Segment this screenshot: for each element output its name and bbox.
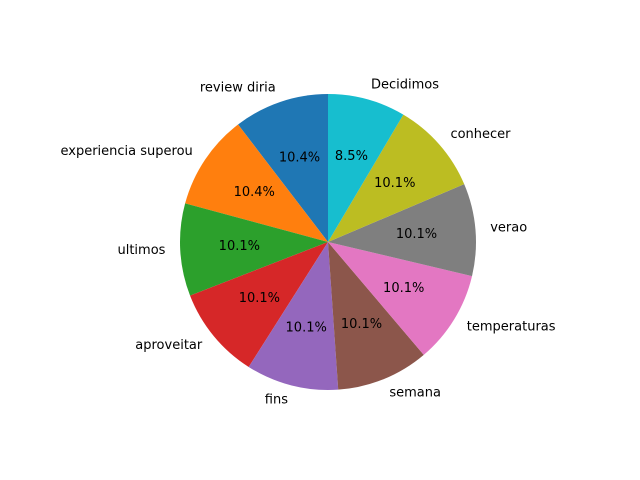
- pie-slice-ultimos: [179, 203, 328, 296]
- slice-percent-label: 10.4%: [234, 185, 275, 200]
- slice-percent-label: 10.1%: [219, 239, 260, 254]
- pie-slice-review-diria: [238, 94, 328, 242]
- slice-label: conhecer: [450, 127, 511, 142]
- pie-labels: review diria 10.4% experiencia superou 10.4…: [60, 77, 555, 407]
- pie-slice-fins: [248, 242, 339, 391]
- slice-percent-label: 10.1%: [286, 321, 327, 336]
- pie-slice-aproveitar: [190, 242, 328, 367]
- pie-slice-semana: [328, 242, 424, 390]
- pie-slice-conhecer: [328, 114, 465, 242]
- slice-label: experiencia superou: [60, 144, 192, 159]
- pie-slices: [179, 94, 476, 391]
- slice-label: ultimos: [117, 243, 165, 258]
- slice-label: semana: [389, 385, 441, 400]
- pie-slice-decidimos: [328, 94, 404, 242]
- slice-label: aproveitar: [135, 338, 203, 353]
- slice-percent-label: 8.5%: [335, 149, 368, 164]
- slice-label: verao: [490, 221, 527, 236]
- slice-percent-label: 10.1%: [383, 281, 424, 296]
- slice-percent-label: 10.1%: [374, 176, 415, 191]
- slice-percent-label: 10.1%: [239, 291, 280, 306]
- slice-percent-label: 10.1%: [396, 227, 437, 242]
- slice-percent-label: 10.1%: [341, 317, 382, 332]
- slice-percent-label: 10.4%: [279, 150, 320, 165]
- pie-slice-temperaturas: [328, 242, 473, 355]
- slice-label: fins: [265, 392, 288, 407]
- slice-label: Decidimos: [371, 77, 439, 92]
- pie-slice-experiencia-superou: [185, 124, 328, 242]
- pie-slice-verao: [328, 184, 476, 277]
- slice-label: temperaturas: [467, 320, 556, 335]
- slice-label: review diria: [200, 80, 276, 95]
